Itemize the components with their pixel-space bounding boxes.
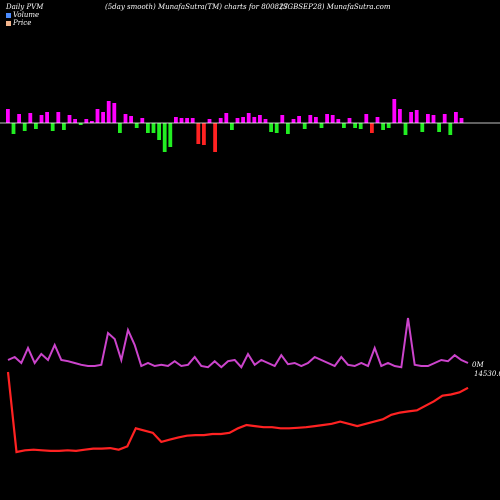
volume-bar	[90, 121, 94, 123]
volume-bar	[269, 123, 273, 132]
volume-bar	[28, 113, 33, 123]
volume-bar	[17, 114, 21, 123]
volume-bar	[179, 118, 184, 123]
volume-bar	[95, 109, 100, 123]
volume-bar	[246, 113, 251, 123]
chart-header-left: Daily PVM	[6, 3, 44, 11]
chart-header-center: (5day smooth) MunafaSutra(TM) charts for…	[105, 3, 288, 11]
volume-bar	[426, 114, 430, 123]
volume-bar	[101, 112, 105, 123]
volume-bar	[358, 123, 363, 129]
price-line-label: 14530.00	[474, 370, 500, 378]
volume-bar	[106, 101, 111, 123]
volume-bar	[134, 123, 139, 128]
volume-bar	[286, 123, 290, 134]
volume-bar	[314, 117, 318, 123]
volume-bar	[78, 123, 83, 125]
volume-bar	[364, 114, 369, 123]
volume-bar	[437, 123, 441, 132]
volume-bar	[409, 112, 413, 123]
volume-bar	[274, 123, 279, 133]
volume-bars	[6, 99, 464, 152]
chart-header-right: (SGBSEP28) MunafaSutra.com	[280, 3, 391, 11]
volume-bar	[375, 117, 380, 123]
volume-bar	[151, 123, 156, 133]
volume-bar	[162, 123, 167, 152]
legend-volume-swatch	[6, 12, 11, 18]
volume-bar	[280, 115, 285, 123]
volume-bar	[258, 115, 262, 123]
volume-bar	[442, 114, 447, 123]
volume-bar	[146, 123, 150, 133]
volume-bar	[297, 116, 301, 123]
volume-bar	[140, 118, 145, 123]
volume-bar	[302, 123, 307, 129]
volume-bar	[386, 123, 391, 128]
volume-bar	[342, 123, 346, 128]
volume-bar	[224, 113, 229, 123]
volume-bar	[291, 119, 296, 123]
volume-bar	[168, 123, 173, 147]
volume-bar	[196, 123, 201, 144]
volume-bar	[448, 123, 453, 135]
volume-bar	[381, 123, 385, 130]
legend-price: Price	[6, 19, 31, 27]
volume-bar	[213, 123, 217, 152]
volume-bar	[454, 112, 458, 123]
volume-bar	[336, 119, 341, 123]
volume-bar	[11, 123, 16, 134]
volume-bar	[353, 123, 357, 128]
volume-bar	[308, 115, 313, 123]
volume-bar	[45, 112, 49, 123]
legend-price-swatch	[6, 20, 11, 26]
volume-bar	[129, 116, 133, 123]
volume-bar	[174, 117, 178, 123]
volume-bar	[118, 123, 122, 133]
volume-line	[7, 317, 469, 369]
volume-bar	[403, 123, 408, 135]
legend-volume-label: Volume	[13, 11, 40, 19]
volume-bar	[392, 99, 397, 123]
volume-bar	[330, 115, 335, 123]
volume-bar	[252, 117, 257, 123]
volume-bar	[325, 114, 329, 123]
volume-bar	[112, 103, 117, 123]
volume-bar	[73, 119, 77, 123]
volume-bar	[56, 112, 61, 123]
volume-bar	[431, 115, 436, 123]
volume-bar	[202, 123, 206, 145]
legend-price-label: Price	[13, 19, 32, 27]
volume-bar	[157, 123, 161, 140]
price-line	[6, 371, 469, 454]
volume-bar	[241, 117, 245, 123]
volume-bar	[207, 119, 212, 123]
volume-bar	[398, 109, 402, 123]
legend-volume: Volume	[6, 11, 39, 19]
volume-line-label: 0M	[472, 361, 484, 369]
volume-bar	[190, 118, 195, 123]
volume-bar	[67, 115, 72, 123]
volume-bar	[414, 110, 419, 123]
volume-bar	[235, 118, 240, 123]
volume-bar	[34, 123, 38, 129]
volume-bar	[459, 118, 464, 123]
volume-bar	[230, 123, 234, 130]
volume-bar	[347, 118, 352, 123]
volume-bar	[420, 123, 425, 132]
volume-bar	[50, 123, 55, 131]
volume-bar	[6, 109, 10, 123]
volume-bar	[319, 123, 324, 128]
volume-bar	[370, 123, 374, 133]
volume-bar	[84, 119, 89, 123]
volume-bar	[185, 118, 189, 123]
volume-bar	[62, 123, 66, 130]
volume-bar	[22, 123, 27, 131]
volume-bar	[123, 114, 128, 123]
volume-bar	[39, 115, 44, 123]
volume-bar	[263, 119, 268, 123]
volume-bar	[218, 118, 223, 123]
